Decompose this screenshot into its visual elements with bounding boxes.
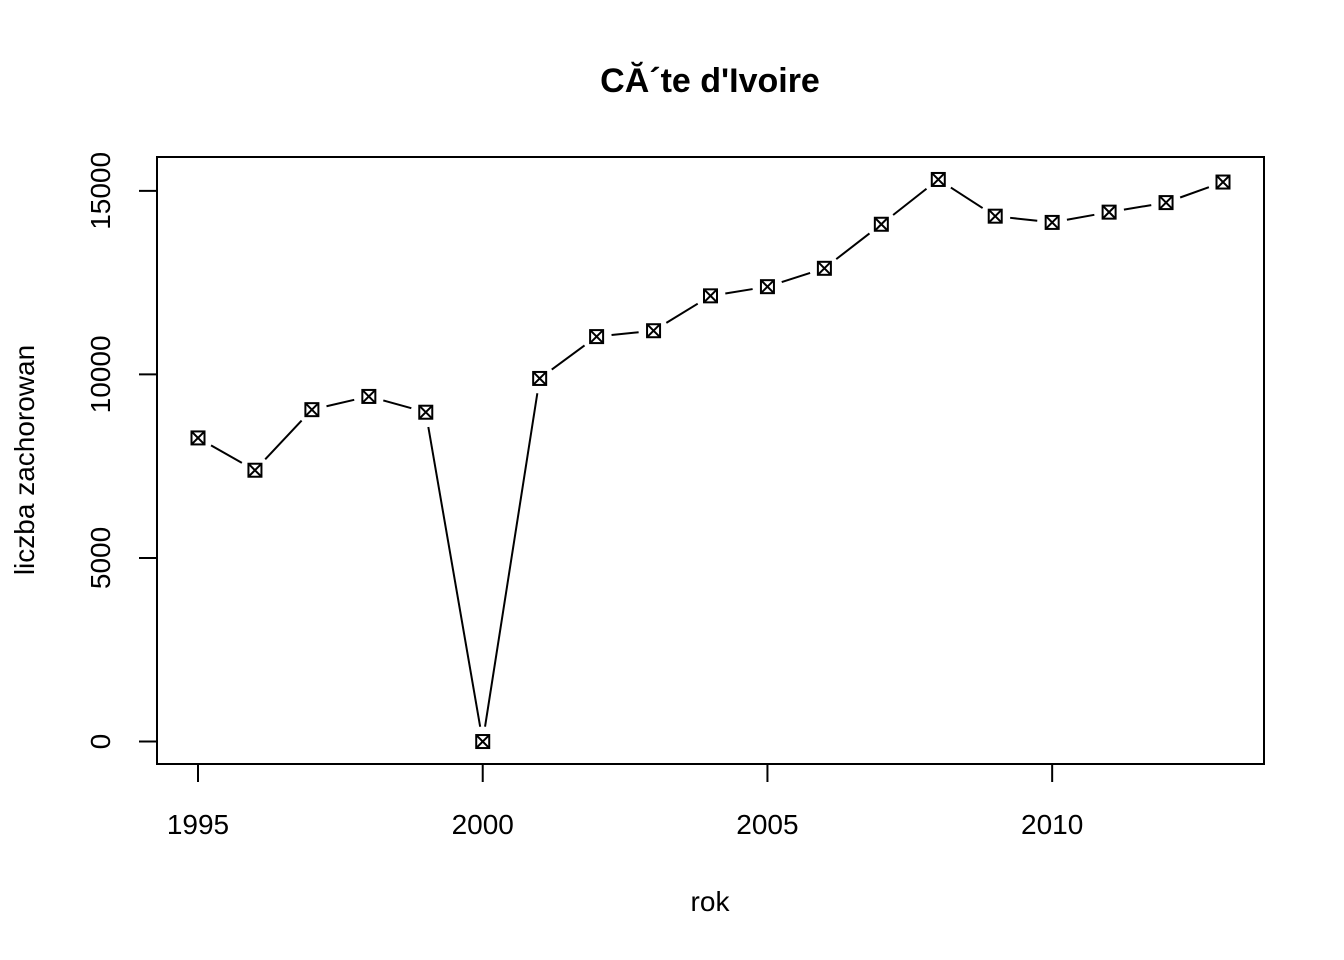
data-point [475,734,491,750]
line-segment [484,393,539,727]
marker-cross [247,463,263,478]
x-tick-label: 1995 [167,809,229,840]
line-segment [1066,213,1095,221]
marker-square [190,430,206,446]
data-point [361,388,377,404]
y-axis: 0 5000 10000 15000 [85,152,158,750]
data-point [418,404,434,420]
marker-square [361,388,377,404]
marker-square [1044,214,1060,230]
line-segment [725,288,753,295]
line-segment [326,398,355,408]
line-segment [1179,186,1210,199]
data-point [930,171,946,187]
marker-cross [475,734,490,749]
data-point [703,288,718,304]
marker-square [247,462,263,478]
marker-square [1215,174,1231,190]
data-point [1158,195,1174,211]
line-segment [835,232,871,260]
data-point [247,462,263,478]
marker-cross [988,208,1003,224]
line-segment [1123,204,1152,211]
y-tick-label: 5000 [85,527,116,589]
x-axis: 1995 2000 2005 2010 [167,763,1083,840]
marker-square [418,404,434,420]
line-segment [210,444,243,464]
y-tick-label: 15000 [85,152,116,230]
y-axis-title: liczba zachorowan [9,345,40,575]
marker-cross [361,389,377,404]
marker-square [589,329,605,345]
line-segment [427,426,482,727]
series-points [190,171,1231,750]
y-tick-label: 0 [85,734,116,750]
marker-cross [190,430,206,446]
x-tick-label: 2010 [1021,809,1083,840]
marker-cross [1215,174,1231,190]
data-point [646,323,662,339]
marker-square [703,288,718,304]
marker-square [987,208,1003,224]
data-point [816,260,832,276]
marker-cross [418,405,433,420]
x-tick-label: 2000 [452,809,514,840]
data-point [873,216,889,232]
data-point [759,279,775,295]
line-segment [383,399,412,410]
marker-square [475,734,491,750]
marker-square [646,323,662,339]
marker-square [873,216,889,232]
line-segment [781,271,811,284]
marker-cross [589,329,604,344]
y-tick-label: 10000 [85,335,116,413]
line-segment [892,187,928,216]
chart-title: CĂ´te d'Ivoire [600,62,820,100]
marker-cross [1101,204,1117,220]
marker-square [759,279,775,295]
marker-cross [532,371,547,386]
data-point [1044,214,1060,230]
marker-cross [1158,195,1174,210]
marker-cross [1044,215,1060,230]
marker-cross [817,261,832,276]
marker-cross [703,288,718,304]
data-point [1215,174,1231,190]
marker-square [532,370,548,386]
data-point [304,402,320,418]
series-line [210,186,1210,727]
marker-cross [760,279,775,294]
x-tick-label: 2005 [736,809,798,840]
marker-square [304,402,320,418]
marker-cross [646,323,661,338]
marker-square [930,171,946,187]
data-point [987,208,1003,224]
line-segment [1010,216,1038,222]
line-segment [950,186,984,209]
marker-cross [304,402,320,417]
marker-square [816,260,832,276]
data-point [1101,204,1117,220]
data-point [190,430,206,446]
line-segment [551,344,586,371]
line-segment [665,302,699,324]
data-point [532,370,548,386]
line-segment [264,419,303,460]
marker-cross [931,172,946,187]
marker-square [1158,195,1174,211]
marker-cross [874,217,889,232]
data-point [589,329,605,345]
marker-square [1101,204,1117,220]
line-segment [611,331,639,337]
x-axis-title: rok [691,886,731,917]
